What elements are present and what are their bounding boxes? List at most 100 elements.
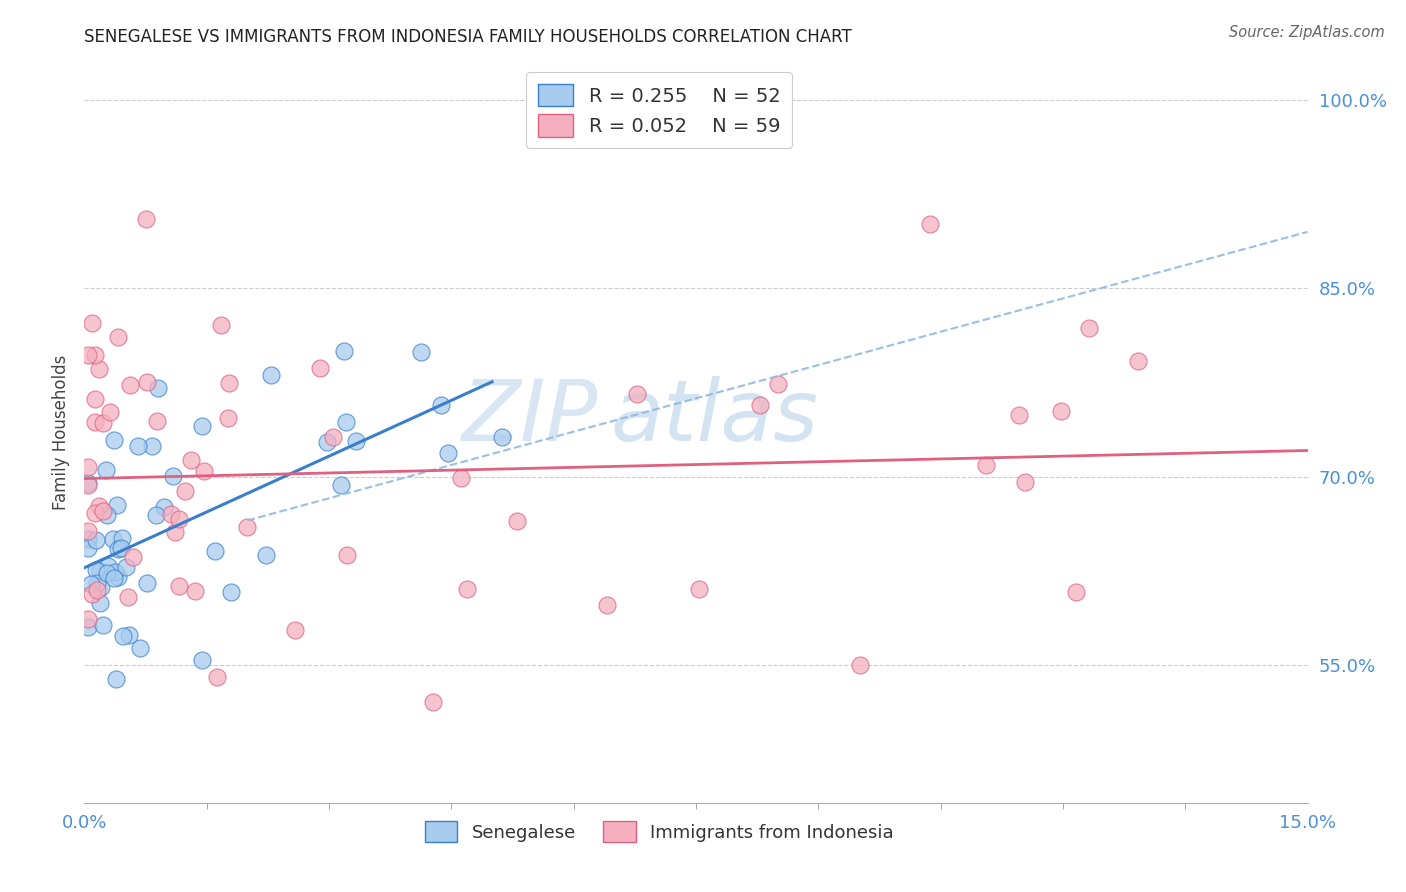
Point [107, 541, 129, 556]
Point [920, 217, 942, 231]
Point [107, 330, 129, 344]
Point [346, 434, 368, 449]
Y-axis label: Family Households: Family Households [52, 355, 70, 510]
Point [1049, 403, 1071, 417]
Point [430, 398, 453, 412]
Text: ZIP: ZIP [461, 376, 598, 459]
Point [491, 430, 513, 444]
Point [335, 416, 357, 430]
Point [84, 392, 107, 406]
Point [135, 211, 157, 226]
Point [218, 376, 240, 391]
Point [77, 460, 100, 475]
Point [115, 560, 138, 574]
Point [89, 596, 111, 610]
Point [91, 504, 114, 518]
Point [450, 471, 472, 485]
Point [209, 318, 232, 333]
Point [219, 585, 242, 599]
Point [94, 463, 117, 477]
Point [456, 582, 478, 596]
Point [333, 344, 356, 359]
Point [162, 469, 184, 483]
Point [411, 345, 433, 359]
Point [105, 499, 128, 513]
Point [284, 624, 307, 638]
Point [146, 414, 169, 428]
Point [84, 533, 107, 548]
Point [1077, 320, 1099, 334]
Point [205, 670, 228, 684]
Point [330, 477, 353, 491]
Point [104, 565, 127, 579]
Point [105, 673, 128, 687]
Point [193, 464, 215, 478]
Point [82, 587, 104, 601]
Point [135, 375, 157, 389]
Point [83, 415, 105, 429]
Point [180, 452, 202, 467]
Point [122, 549, 145, 564]
Point [86, 582, 108, 597]
Point [145, 508, 167, 522]
Point [90, 580, 112, 594]
Point [87, 362, 110, 376]
Point [101, 532, 124, 546]
Point [260, 368, 283, 382]
Point [768, 377, 790, 392]
Point [141, 439, 163, 453]
Point [77, 532, 100, 546]
Text: SENEGALESE VS IMMIGRANTS FROM INDONESIA FAMILY HOUSEHOLDS CORRELATION CHART: SENEGALESE VS IMMIGRANTS FROM INDONESIA … [84, 28, 852, 45]
Point [77, 524, 100, 539]
Point [254, 548, 277, 562]
Point [1008, 409, 1031, 423]
Point [91, 416, 114, 430]
Point [506, 515, 529, 529]
Legend: Senegalese, Immigrants from Indonesia: Senegalese, Immigrants from Indonesia [418, 814, 901, 849]
Point [322, 430, 344, 444]
Point [98, 405, 121, 419]
Point [336, 548, 359, 562]
Text: atlas: atlas [610, 376, 818, 459]
Point [596, 599, 619, 613]
Point [1064, 585, 1087, 599]
Point [127, 439, 149, 453]
Text: Source: ZipAtlas.com: Source: ZipAtlas.com [1229, 25, 1385, 40]
Point [204, 544, 226, 558]
Point [77, 348, 100, 362]
Point [118, 378, 141, 392]
Point [117, 590, 139, 604]
Point [422, 695, 444, 709]
Point [190, 418, 212, 433]
Point [91, 617, 114, 632]
Point [77, 620, 100, 634]
Point [97, 558, 120, 573]
Point [626, 386, 648, 401]
Point [110, 541, 132, 555]
Point [77, 541, 100, 556]
Point [111, 531, 134, 545]
Point [437, 446, 460, 460]
Point [112, 629, 135, 643]
Point [174, 484, 197, 499]
Point [308, 361, 330, 376]
Point [974, 458, 997, 473]
Point [217, 411, 239, 425]
Point [165, 525, 187, 540]
Point [160, 507, 183, 521]
Point [184, 583, 207, 598]
Point [89, 500, 111, 514]
Point [77, 478, 100, 492]
Point [103, 433, 125, 447]
Point [82, 316, 104, 330]
Point [86, 576, 108, 591]
Point [89, 564, 111, 578]
Point [83, 348, 105, 362]
Point [1126, 354, 1149, 368]
Point [153, 500, 176, 514]
Point [316, 435, 339, 450]
Point [77, 476, 100, 491]
Point [96, 508, 118, 522]
Point [235, 520, 257, 534]
Point [77, 611, 100, 625]
